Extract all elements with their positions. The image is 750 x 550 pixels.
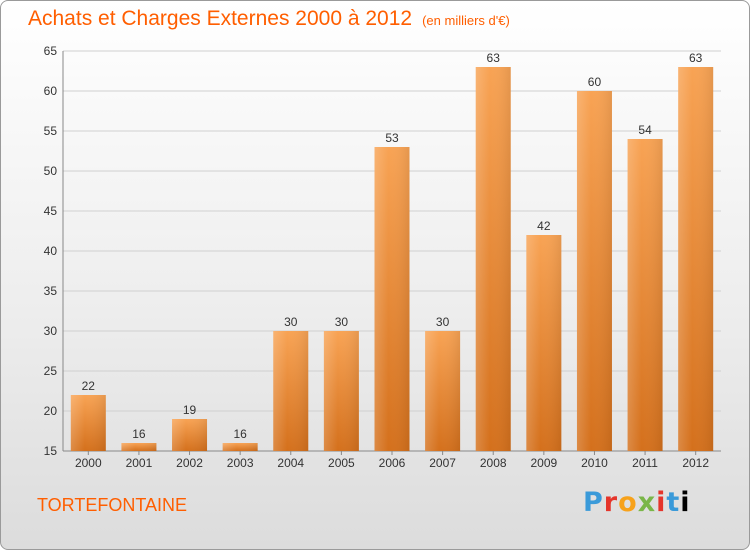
x-tick-label: 2010 <box>581 456 608 470</box>
bar-highlight <box>627 139 663 451</box>
bar-value-label: 54 <box>638 123 652 137</box>
logo-letter: o <box>618 487 638 518</box>
y-tick-label: 55 <box>44 124 58 138</box>
y-tick-label: 35 <box>44 284 58 298</box>
x-tick-label: 2002 <box>176 456 203 470</box>
bar-highlight <box>374 147 410 451</box>
bar-value-label: 19 <box>183 403 197 417</box>
y-tick-label: 65 <box>44 44 58 58</box>
y-tick-label: 40 <box>44 244 58 258</box>
bar-highlight <box>273 331 309 451</box>
x-tick-label: 2008 <box>480 456 507 470</box>
x-tick-label: 2009 <box>530 456 557 470</box>
bar-value-label: 60 <box>588 75 602 89</box>
bar-highlight <box>425 331 461 451</box>
bar-highlight <box>70 395 106 451</box>
chart-title: Achats et Charges Externes 2000 à 2012 (e… <box>28 7 510 31</box>
bar-highlight <box>678 67 714 451</box>
bar-highlight <box>222 443 258 451</box>
bar-highlight <box>121 443 157 451</box>
x-tick-label: 2011 <box>632 456 658 470</box>
bar-value-label: 30 <box>436 315 450 329</box>
x-tick-label: 2004 <box>277 456 304 470</box>
bar-highlight <box>526 235 562 451</box>
x-tick-label: 2006 <box>379 456 406 470</box>
x-tick-label: 2005 <box>328 456 355 470</box>
x-tick-label: 2007 <box>429 456 456 470</box>
y-tick-label: 60 <box>44 84 58 98</box>
bar-value-label: 16 <box>233 427 247 441</box>
bar-value-label: 53 <box>385 131 399 145</box>
bars <box>70 67 714 451</box>
x-tick-label: 2012 <box>682 456 709 470</box>
bar-highlight <box>475 67 511 451</box>
y-tick-label: 30 <box>44 324 58 338</box>
logo-letter: P <box>583 487 604 518</box>
x-tick-label: 2000 <box>75 456 102 470</box>
y-tick-label: 15 <box>44 444 58 458</box>
x-tick-label: 2003 <box>227 456 254 470</box>
bar-value-label: 16 <box>132 427 146 441</box>
logo-letter: r <box>603 487 619 518</box>
logo-letter: i <box>680 487 691 518</box>
bar-value-label: 30 <box>335 315 349 329</box>
bar-value-label: 63 <box>689 51 703 65</box>
y-tick-label: 20 <box>44 404 58 418</box>
logo-letter: t <box>666 487 681 518</box>
bar-highlight <box>172 419 208 451</box>
bar-value-label: 22 <box>82 379 96 393</box>
chart-unit: (en milliers d'€) <box>422 13 510 28</box>
bar-value-label: 30 <box>284 315 298 329</box>
bar-highlight <box>323 331 359 451</box>
y-tick-label: 45 <box>44 204 58 218</box>
bar-value-label: 63 <box>487 51 501 65</box>
bar-highlight <box>576 91 612 451</box>
y-tick-label: 25 <box>44 364 58 378</box>
proxiti-logo: Proxiti <box>583 487 691 518</box>
logo-letter: i <box>656 487 667 518</box>
y-tick-label: 50 <box>44 164 58 178</box>
labels: 15 20 25 30 35 40 45 50 55 60 65 22 2000 16 2001 19 2002… <box>44 44 710 470</box>
x-tick-label: 2001 <box>126 456 153 470</box>
commune-name: TORTEFONTAINE <box>37 495 188 515</box>
logo-letter: x <box>637 487 657 518</box>
bar-value-label: 42 <box>537 219 551 233</box>
chart-title-text: Achats et Charges Externes 2000 à 2012 <box>28 7 413 30</box>
